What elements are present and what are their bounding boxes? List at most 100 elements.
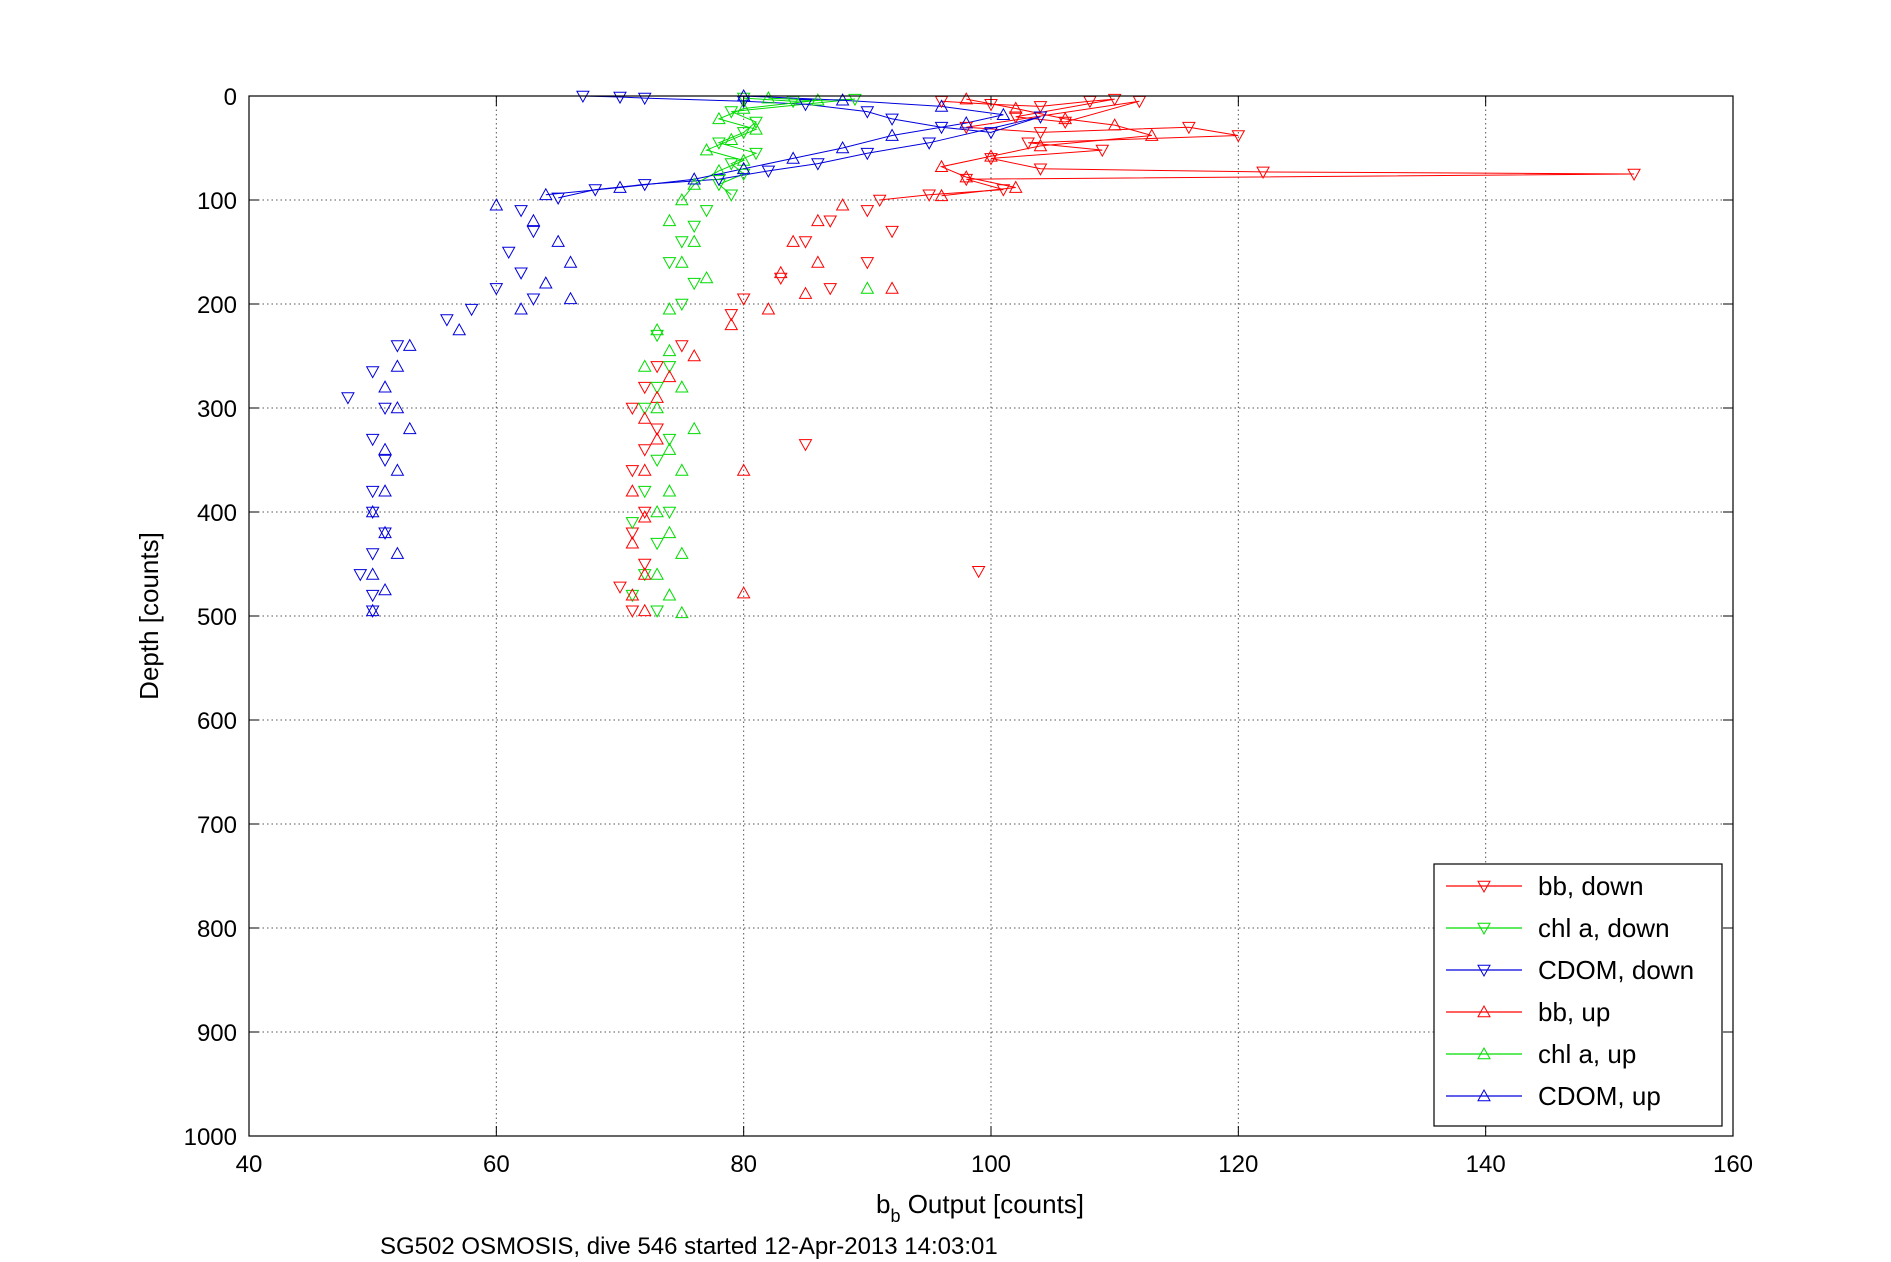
data-point-cdom-down — [489, 283, 504, 296]
x-tick-label: 160 — [1713, 1151, 1753, 1178]
legend-label-chl-a-up: chl a, up — [1538, 1039, 1636, 1069]
data-point-cdom-up — [390, 400, 405, 414]
data-point-cdom-up — [390, 463, 405, 476]
data-point-chl-a-up — [662, 588, 677, 601]
data-point-chl-a-up — [761, 91, 776, 104]
legend-label-bb-down: bb, down — [1538, 871, 1644, 901]
data-point-bb-up — [1144, 128, 1159, 141]
data-point-cdom-down — [588, 184, 603, 197]
data-point-bb-down — [724, 309, 739, 322]
y-tick-label: 600 — [197, 708, 237, 735]
data-point-chl-a-down — [625, 517, 640, 530]
data-point-bb-up — [1008, 101, 1023, 114]
legend-marker-bb-up — [1477, 1004, 1491, 1018]
data-point-cdom-up — [402, 421, 417, 435]
data-point-chl-a-up — [650, 322, 664, 336]
y-tick-label: 400 — [197, 500, 237, 527]
data-point-cdom-down — [526, 293, 541, 306]
data-point-chl-a-down — [662, 361, 677, 374]
data-point-chl-a-down — [848, 93, 862, 107]
x-tick-label: 60 — [483, 1151, 510, 1178]
data-point-cdom-up — [563, 291, 578, 305]
data-point-cdom-down — [365, 506, 380, 520]
data-point-bb-down — [637, 558, 652, 572]
data-point-cdom-down — [885, 113, 899, 126]
data-point-cdom-down — [341, 392, 355, 405]
data-point-bb-up — [625, 588, 640, 601]
data-point-cdom-down — [761, 165, 776, 178]
legend-label-cdom-up: CDOM, up — [1538, 1081, 1661, 1111]
data-point-chl-a-down — [749, 116, 763, 130]
data-point-cdom-down — [365, 548, 380, 561]
data-point-bb-up — [773, 265, 788, 279]
data-point-chl-a-up — [674, 605, 689, 619]
data-point-bb-up — [1033, 138, 1048, 152]
data-point-bb-down — [971, 565, 986, 579]
y-tick-label: 900 — [197, 1020, 237, 1047]
data-point-bb-up — [811, 255, 825, 268]
data-point-chl-a-up — [736, 153, 751, 166]
data-point-cdom-up — [402, 338, 417, 351]
data-point-bb-down — [996, 184, 1011, 197]
data-point-cdom-up — [514, 302, 528, 315]
legend-label-cdom-down: CDOM, down — [1538, 955, 1694, 985]
data-point-chl-a-up — [699, 270, 714, 284]
data-point-cdom-down — [613, 91, 627, 105]
legend-marker-chl-a-down — [1477, 922, 1491, 936]
data-point-bb-up — [1107, 118, 1122, 131]
data-point-chl-a-up — [674, 546, 689, 559]
data-point-chl-a-up — [712, 163, 726, 177]
data-point-cdom-up — [390, 546, 405, 559]
y-tick-label: 500 — [197, 604, 237, 631]
data-point-bb-down — [1008, 111, 1023, 124]
data-point-bb-down — [1256, 166, 1270, 179]
data-point-cdom-up — [365, 567, 380, 580]
data-point-chl-a-down — [637, 402, 652, 416]
data-point-cdom-up — [538, 276, 553, 289]
legend-marker-chl-a-up — [1477, 1046, 1491, 1060]
data-point-bb-down — [1182, 121, 1196, 135]
data-point-chl-a-up — [674, 380, 689, 393]
data-point-chl-a-up — [637, 359, 652, 372]
data-point-cdom-down — [798, 99, 813, 112]
y-axis-ticks: 0 100 200 300 400 500 600 700 800 900 1000 — [184, 84, 1733, 1151]
data-point-chl-a-up — [662, 302, 677, 315]
data-point-chl-a-up — [650, 567, 664, 580]
legend: bb, down chl a, down CDOM, down bb, up chl a… — [1433, 863, 1723, 1127]
series-line-bb-down — [879, 98, 1635, 201]
data-point-chl-a-down — [724, 106, 739, 119]
data-point-bb-down — [885, 225, 899, 239]
data-point-cdom-up — [365, 603, 380, 617]
data-point-cdom-up — [551, 234, 566, 247]
data-point-cdom-down — [1033, 111, 1048, 124]
data-point-cdom-down — [526, 225, 541, 239]
data-point-bb-up — [637, 567, 652, 580]
data-point-bb-up — [637, 510, 652, 523]
data-point-bb-down — [650, 361, 664, 374]
data-point-chl-a-up — [662, 484, 677, 497]
legend-marker-cdom-down — [1477, 964, 1491, 978]
y-tick-label: 700 — [197, 812, 237, 839]
data-point-cdom-up — [687, 172, 702, 185]
data-point-bb-down — [823, 283, 838, 296]
data-point-bb-down — [984, 153, 998, 166]
data-point-bb-down — [736, 293, 751, 306]
data-point-bb-up — [1058, 111, 1073, 125]
data-point-bb-up — [687, 348, 702, 362]
data-point-bb-down — [959, 173, 974, 187]
legend-marker-cdom-up — [1477, 1088, 1491, 1102]
data-point-bb-up — [724, 317, 739, 331]
data-point-cdom-down — [501, 246, 516, 260]
y-tick-label: 100 — [197, 188, 237, 215]
data-point-cdom-down — [365, 589, 380, 603]
data-point-chl-a-up — [674, 255, 689, 268]
data-point-bb-down — [872, 194, 887, 208]
series-line-cdom-down — [558, 95, 1041, 199]
x-axis-label-main: b — [876, 1189, 890, 1219]
data-point-chl-a-down — [650, 454, 664, 468]
data-point-cdom-up — [538, 187, 553, 201]
legend-marker-bb-down — [1477, 880, 1491, 894]
data-point-bb-down — [1033, 101, 1048, 114]
x-tick-label: 140 — [1466, 1151, 1506, 1178]
data-point-cdom-up — [390, 359, 405, 372]
